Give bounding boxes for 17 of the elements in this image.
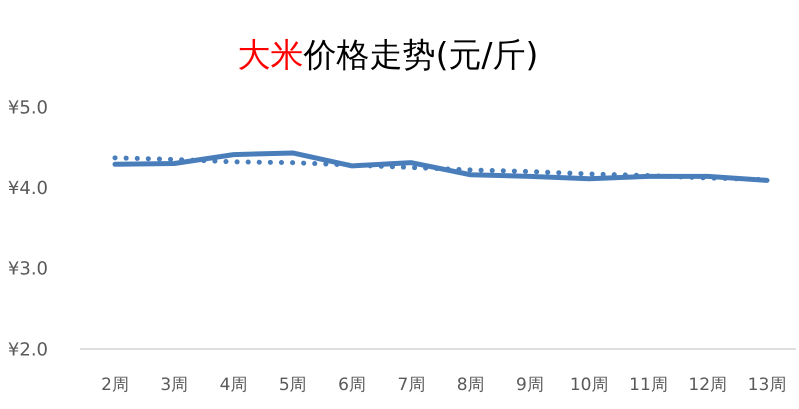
x-tick-label: 6周	[338, 375, 366, 395]
chart-title: 大米价格走势(元/斤)	[238, 35, 538, 74]
x-tick-label: 7周	[397, 375, 426, 395]
y-tick-label: ¥4.0	[8, 178, 48, 199]
y-tick-label: ¥2.0	[8, 339, 48, 360]
x-tick-label: 4周	[220, 375, 248, 395]
x-tick-label: 2周	[101, 375, 129, 395]
y-tick-label: ¥5.0	[8, 97, 48, 118]
x-tick-label: 10周	[570, 375, 608, 395]
y-tick-label: ¥3.0	[8, 258, 48, 280]
x-tick-label: 8周	[456, 375, 485, 395]
x-tick-label: 5周	[278, 375, 307, 395]
x-tick-label: 13周	[748, 375, 786, 395]
x-tick-label: 12周	[688, 375, 728, 395]
x-tick-label: 3周	[160, 375, 188, 395]
x-tick-label: 9周	[516, 375, 544, 395]
x-tick-label: 11周	[629, 375, 668, 395]
